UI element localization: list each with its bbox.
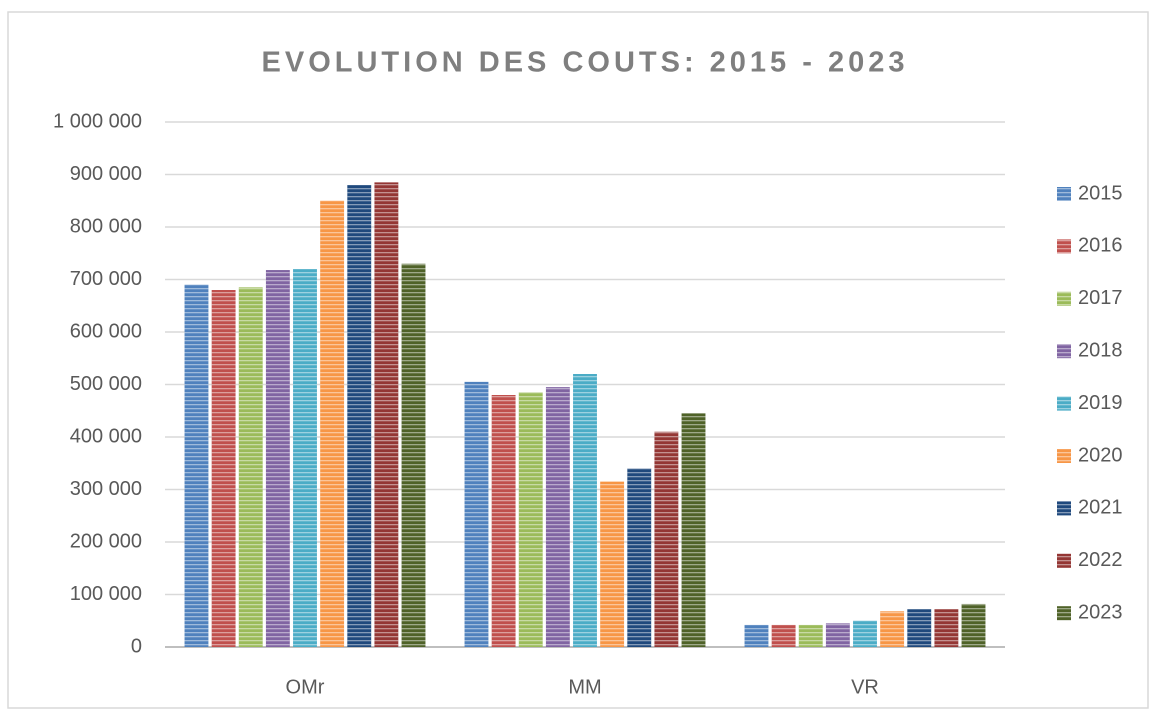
legend-swatch-texture xyxy=(1057,553,1071,568)
y-tick-label: 300 000 xyxy=(70,478,142,500)
bar-texture xyxy=(518,392,543,647)
legend-label: 2017 xyxy=(1078,287,1123,309)
legend-label: 2015 xyxy=(1078,182,1123,204)
bar-texture xyxy=(853,620,877,647)
y-tick-label: 700 000 xyxy=(70,268,142,290)
y-tick-label: 500 000 xyxy=(70,373,142,395)
legend-swatch-texture xyxy=(1057,606,1071,621)
bar-texture xyxy=(961,603,986,647)
y-tick-label: 100 000 xyxy=(70,583,142,605)
bar-texture xyxy=(238,287,263,647)
bar-texture xyxy=(744,624,769,647)
bar-texture xyxy=(654,431,679,647)
legend-swatch-texture xyxy=(1057,501,1071,516)
legend-label: 2018 xyxy=(1078,339,1123,361)
legend-swatch-texture xyxy=(1057,239,1071,254)
bar-texture xyxy=(265,270,290,647)
bar-texture xyxy=(573,374,597,647)
chart-title: EVOLUTION DES COUTS: 2015 - 2023 xyxy=(262,47,909,79)
bar-texture xyxy=(293,269,317,647)
bar-texture xyxy=(374,182,399,647)
y-tick-label: 200 000 xyxy=(70,530,142,552)
y-tick-label: 900 000 xyxy=(70,163,142,185)
y-tick-label: 0 xyxy=(131,635,142,657)
bar-texture xyxy=(880,611,905,647)
legend-label: 2022 xyxy=(1078,549,1123,571)
bar-texture xyxy=(491,395,516,647)
bar-texture xyxy=(825,623,850,647)
legend-swatch-texture xyxy=(1057,396,1071,411)
bar-texture xyxy=(184,284,209,647)
y-tick-label: 600 000 xyxy=(70,320,142,342)
legend-label: 2020 xyxy=(1078,444,1123,466)
bar-texture xyxy=(347,185,372,647)
legend-swatch-texture xyxy=(1057,449,1071,463)
bar-texture xyxy=(211,290,236,647)
bar-texture xyxy=(320,200,345,647)
bar-texture xyxy=(771,624,796,647)
bar-texture xyxy=(545,387,570,647)
legend-swatch-texture xyxy=(1057,344,1071,359)
bar-texture xyxy=(681,413,706,647)
legend-label: 2021 xyxy=(1078,497,1123,519)
legend-swatch-texture xyxy=(1057,187,1071,201)
x-tick-label: OMr xyxy=(286,676,325,698)
legend-label: 2016 xyxy=(1078,235,1123,257)
x-tick-label: MM xyxy=(568,676,601,698)
y-tick-label: 400 000 xyxy=(70,425,142,447)
bar-texture xyxy=(934,609,959,647)
legend-swatch-texture xyxy=(1057,291,1071,306)
bar-texture xyxy=(798,624,823,647)
bar-texture xyxy=(464,381,489,647)
y-tick-label: 1 000 000 xyxy=(53,110,142,132)
bar-texture xyxy=(600,481,625,647)
y-tick-label: 800 000 xyxy=(70,215,142,237)
legend-label: 2023 xyxy=(1078,601,1123,623)
bar-texture xyxy=(907,609,932,647)
bar-texture xyxy=(627,468,652,647)
legend-label: 2019 xyxy=(1078,392,1123,414)
x-tick-label: VR xyxy=(851,676,879,698)
bar-texture xyxy=(401,263,426,647)
